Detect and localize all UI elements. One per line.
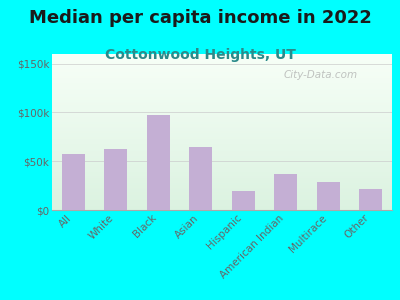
Bar	[232, 190, 255, 210]
Text: City-Data.com: City-Data.com	[283, 70, 357, 80]
Bar	[359, 188, 382, 210]
Bar	[189, 147, 212, 210]
Bar	[274, 174, 298, 210]
Text: Cottonwood Heights, UT: Cottonwood Heights, UT	[104, 48, 296, 62]
Bar	[316, 182, 340, 210]
Bar	[146, 116, 170, 210]
Text: Median per capita income in 2022: Median per capita income in 2022	[28, 9, 372, 27]
Bar	[104, 148, 128, 210]
Bar	[62, 154, 85, 210]
